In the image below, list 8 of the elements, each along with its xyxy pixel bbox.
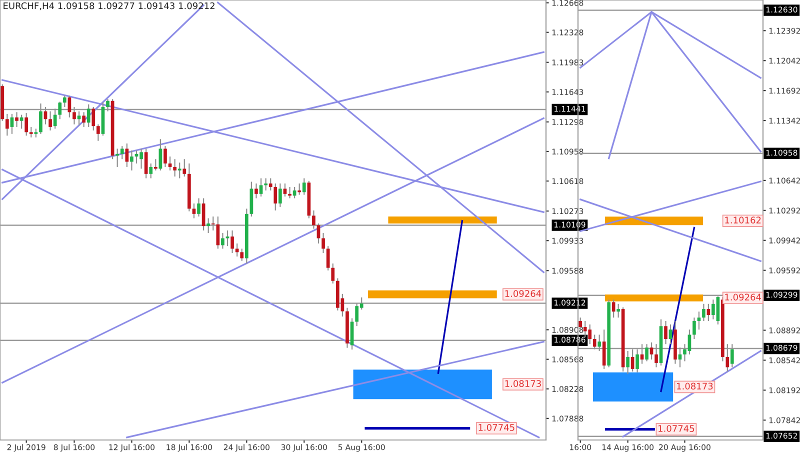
band-label: 1.09264 (725, 294, 762, 301)
band-label: 1.09264 (505, 290, 542, 297)
band-label: 1.08173 (677, 382, 713, 390)
band-label: 1.08173 (505, 380, 541, 387)
chart-title: EURCHF,H4 1.09158 1.09277 1.09143 1.09212 (4, 2, 214, 10)
band-label: 1.07745 (478, 424, 514, 431)
band-label: 1.10162 (725, 216, 761, 224)
band-label: 1.07745 (658, 425, 694, 432)
